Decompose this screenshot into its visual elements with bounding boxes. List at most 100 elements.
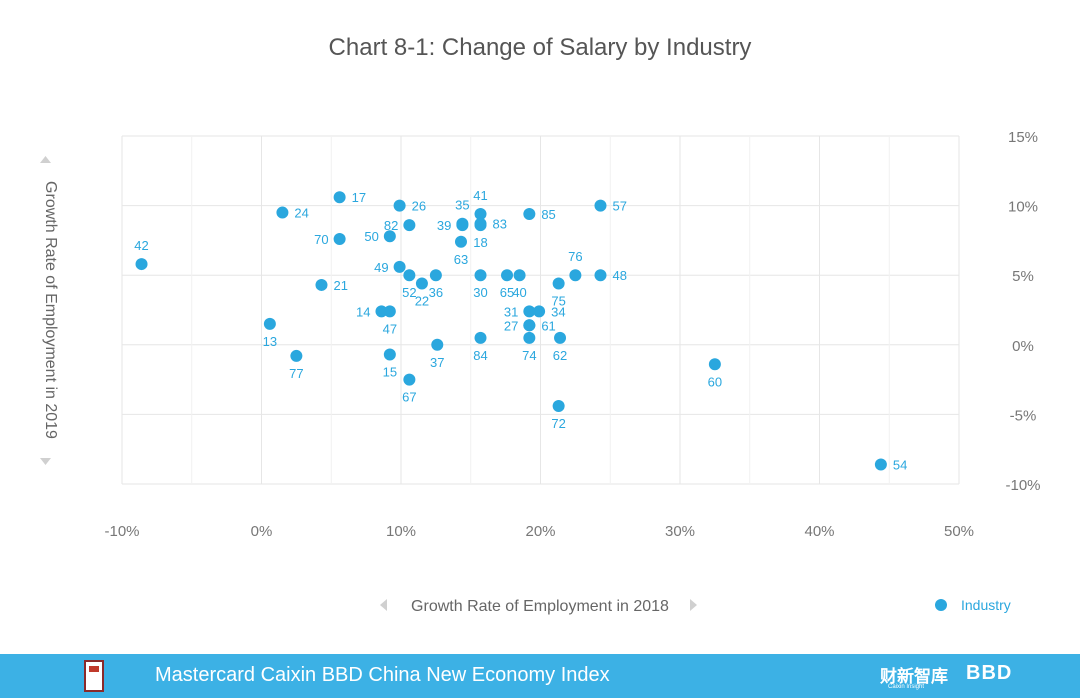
x-tick-label: 50% — [944, 523, 974, 540]
x-axis-label: Growth Rate of Employment in 2018 — [411, 598, 669, 615]
data-point — [523, 319, 536, 332]
point-label: 85 — [541, 207, 555, 222]
point-label: 27 — [504, 318, 518, 333]
data-point — [474, 331, 487, 344]
grid — [121, 135, 960, 485]
point-label: 84 — [473, 348, 487, 363]
point-label: 40 — [512, 285, 526, 300]
arrow-up-icon — [40, 156, 51, 163]
data-point — [383, 230, 396, 243]
y-tick-label: 5% — [1012, 268, 1034, 285]
data-points — [135, 191, 887, 471]
x-tick-label: 10% — [386, 523, 416, 540]
point-label: 50 — [364, 229, 378, 244]
data-point — [454, 235, 467, 248]
data-point — [429, 269, 442, 282]
data-point — [383, 305, 396, 318]
point-label: 14 — [356, 304, 370, 319]
point-label: 83 — [493, 217, 507, 232]
index-logo-icon — [84, 660, 104, 692]
point-labels: 42 17 24 26 82 70 50 41 35 83 39 18 63 85 57 49 52 36 30 65… — [134, 188, 907, 473]
data-point — [403, 373, 416, 386]
arrow-right-icon — [690, 599, 697, 611]
point-label: 36 — [429, 285, 443, 300]
point-label: 74 — [522, 348, 536, 363]
point-label: 60 — [708, 374, 722, 389]
point-label: 48 — [612, 268, 626, 283]
arrow-down-icon — [40, 458, 51, 465]
y-axis-ticks: -10% -5% 0% 5% 10% 15% — [1005, 129, 1040, 494]
bbd-logo: BBD — [966, 662, 1013, 684]
arrow-left-icon — [380, 599, 387, 611]
point-label: 37 — [430, 355, 444, 370]
point-label: 34 — [551, 304, 565, 319]
point-label: 24 — [294, 206, 308, 221]
point-label: 21 — [333, 278, 347, 293]
data-point — [552, 400, 565, 413]
y-axis-title-group: Growth Rate of Employment in 2019 — [40, 156, 59, 465]
x-tick-label: 30% — [665, 523, 695, 540]
data-point — [474, 219, 487, 232]
point-label: 65 — [500, 285, 514, 300]
point-label: 15 — [383, 365, 397, 380]
caixin-insight-subtitle: Caixin Insight — [888, 684, 925, 690]
data-point — [708, 358, 721, 371]
data-point — [375, 305, 388, 318]
point-label: 77 — [289, 366, 303, 381]
data-point — [431, 338, 444, 351]
point-label: 39 — [437, 218, 451, 233]
point-label: 62 — [553, 348, 567, 363]
point-label: 76 — [568, 249, 582, 264]
data-point — [135, 258, 148, 271]
data-point — [554, 331, 567, 344]
data-point — [263, 317, 276, 330]
point-label: 49 — [374, 260, 388, 275]
point-label: 22 — [415, 294, 429, 309]
point-label: 67 — [402, 390, 416, 405]
y-tick-label: -5% — [1010, 407, 1037, 424]
x-tick-label: -10% — [104, 523, 139, 540]
footer-title: Mastercard Caixin BBD China New Economy … — [155, 664, 610, 686]
point-label: 13 — [263, 334, 277, 349]
data-point — [594, 269, 607, 282]
point-label: 42 — [134, 238, 148, 253]
point-label: 41 — [473, 188, 487, 203]
legend: Industry — [935, 597, 1011, 613]
y-tick-label: 15% — [1008, 129, 1038, 146]
data-point — [290, 349, 303, 362]
data-point — [403, 269, 416, 282]
point-label: 47 — [383, 321, 397, 336]
caixin-insight-logo: 财新智库 — [880, 667, 948, 686]
point-label: 31 — [504, 304, 518, 319]
point-label: 72 — [551, 416, 565, 431]
data-point — [315, 278, 328, 291]
data-point — [513, 269, 526, 282]
point-label: 63 — [454, 252, 468, 267]
x-tick-label: 40% — [804, 523, 834, 540]
y-tick-label: 10% — [1008, 199, 1038, 216]
point-label: 35 — [455, 198, 469, 213]
data-point — [501, 269, 514, 282]
chart-title: Chart 8-1: Change of Salary by Industry — [328, 34, 752, 61]
footer-bar: Mastercard Caixin BBD China New Economy … — [0, 654, 1080, 698]
data-point — [276, 206, 289, 219]
point-label: 75 — [551, 294, 565, 309]
data-point — [415, 277, 428, 290]
data-point — [474, 207, 487, 220]
data-point — [523, 305, 536, 318]
data-point — [594, 199, 607, 212]
data-point — [552, 277, 565, 290]
data-point — [474, 269, 487, 282]
y-tick-label: -10% — [1005, 477, 1040, 494]
y-axis-label: Growth Rate of Employment in 2019 — [42, 181, 59, 439]
point-label: 57 — [612, 199, 626, 214]
point-label: 54 — [893, 458, 907, 473]
legend-marker — [935, 599, 947, 611]
x-axis-title-group: Growth Rate of Employment in 2018 — [380, 598, 697, 615]
point-label: 52 — [402, 285, 416, 300]
data-point — [533, 305, 546, 318]
data-point — [393, 199, 406, 212]
data-point — [333, 233, 346, 246]
data-point — [523, 331, 536, 344]
data-point — [383, 348, 396, 361]
